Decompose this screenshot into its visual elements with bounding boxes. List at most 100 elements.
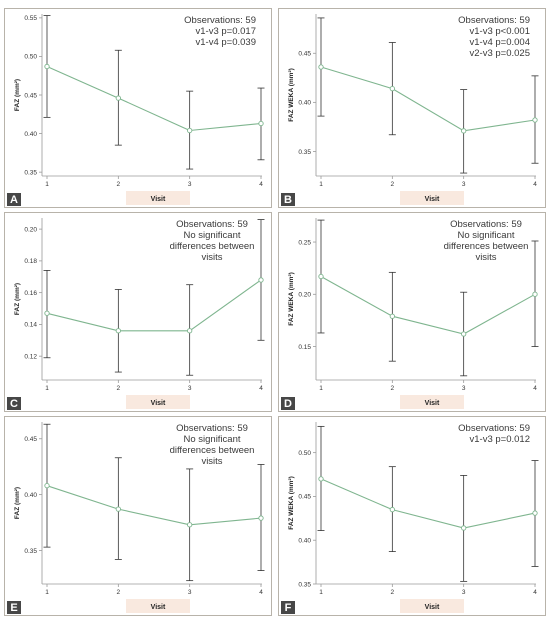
panel-frame [278, 8, 546, 208]
chart-panel-c: 0.12 0.14 0.16 0.18 0.20 1 2 3 4 FAZ (mm²) Visit Ob… [4, 212, 272, 412]
data-point [318, 273, 324, 280]
data-point [389, 313, 395, 319]
annotation-line: visits [201, 456, 222, 467]
panel-frame [278, 212, 546, 412]
data-point [532, 291, 538, 297]
y-tick-label: 0.35 [298, 581, 311, 588]
x-axis-label-band [126, 395, 190, 409]
y-axis-label: FAZ (mm²) [14, 487, 21, 519]
annotation-line: Observations: 59 [458, 15, 530, 26]
panel-letter: B [284, 194, 292, 206]
x-axis-label-band [400, 395, 464, 409]
data-point [187, 328, 193, 334]
chart-svg: 0.35 0.40 0.45 0.50 0.55 1 2 3 4 FAZ (mm²) Visit Ob… [4, 8, 272, 208]
y-tick-label: 0.14 [24, 322, 37, 329]
y-tick-label: 0.50 [24, 54, 37, 61]
data-point [258, 120, 264, 127]
x-tick-label: 2 [391, 181, 395, 188]
annotation-line: v1-v3 p=0.012 [470, 434, 530, 445]
y-tick-label: 0.45 [24, 92, 37, 99]
y-axis-label: FAZ WEKA (mm²) [288, 68, 295, 122]
data-point [318, 64, 324, 70]
x-axis-label: Visit [151, 604, 166, 611]
data-point [318, 476, 324, 482]
y-axis-label: FAZ WEKA (mm²) [288, 272, 295, 326]
y-tick-label: 0.16 [24, 290, 37, 297]
annotation-line: No significant [457, 230, 514, 241]
x-tick-label: 1 [45, 181, 49, 188]
chart-panel-d: 0.15 0.20 0.25 1 2 3 4 FAZ WEKA (mm²) Visit Obser… [278, 212, 546, 412]
panel-frame [4, 416, 272, 616]
y-axis-label: FAZ WEKA (mm²) [288, 476, 295, 530]
data-point [532, 117, 538, 123]
y-tick-label: 0.40 [298, 100, 311, 107]
data-point [258, 515, 264, 521]
data-point [44, 310, 50, 316]
annotation-line: visits [475, 252, 496, 263]
x-tick-label: 3 [462, 181, 466, 188]
x-axis-label-band [400, 191, 464, 205]
y-tick-label: 0.20 [298, 292, 311, 299]
x-tick-label: 2 [117, 181, 121, 188]
x-tick-label: 1 [319, 589, 323, 596]
x-axis-label: Visit [425, 196, 440, 203]
chart-panel-b: 0.35 0.40 0.45 1 2 3 4 FAZ WEKA (mm²) Visit Obser… [278, 8, 546, 208]
annotation-line: differences between [170, 241, 255, 252]
annotation-line: Observations: 59 [184, 15, 256, 26]
x-axis-label: Visit [151, 196, 166, 203]
y-tick-label: 0.45 [298, 51, 311, 58]
data-point [461, 525, 467, 531]
panel-frame [278, 416, 546, 616]
x-tick-label: 4 [259, 589, 263, 596]
annotation-line: No significant [183, 434, 240, 445]
panel-letter-badge [7, 193, 21, 206]
x-tick-label: 4 [533, 385, 537, 392]
x-tick-label: 2 [391, 589, 395, 596]
x-tick-label: 3 [188, 589, 192, 596]
x-tick-label: 2 [117, 385, 121, 392]
y-tick-label: 0.45 [24, 436, 37, 443]
data-point [532, 510, 538, 516]
data-point [44, 483, 50, 489]
series-line [320, 276, 536, 335]
y-tick-label: 0.40 [298, 538, 311, 545]
annotation-line: Observations: 59 [176, 423, 248, 434]
chart-panel-f: 0.35 0.40 0.45 0.50 1 2 3 4 FAZ WEKA (mm²) Visit O… [278, 416, 546, 616]
y-axis-label: FAZ (mm²) [14, 79, 21, 111]
annotation-line: v2-v3 p=0.025 [470, 48, 530, 59]
x-tick-label: 1 [45, 589, 49, 596]
chart-panel-a: 0.35 0.40 0.45 0.50 0.55 1 2 3 4 FAZ (mm²) Visit Ob… [4, 8, 272, 208]
x-axis-label: Visit [425, 604, 440, 611]
y-tick-label: 0.18 [24, 258, 37, 265]
panel-letter-badge [281, 397, 295, 410]
panel-frame [4, 8, 272, 208]
series-line [46, 65, 262, 132]
annotation-line: differences between [170, 445, 255, 456]
y-tick-label: 0.55 [24, 15, 37, 22]
data-point [389, 85, 395, 92]
chart-svg: 0.35 0.40 0.45 1 2 3 4 FAZ (mm²) Visit Observatio… [4, 416, 272, 616]
data-point [187, 127, 193, 134]
y-tick-label: 0.35 [298, 149, 311, 156]
data-point [461, 331, 467, 337]
y-tick-label: 0.40 [24, 492, 37, 499]
annotation-line: No significant [183, 230, 240, 241]
x-tick-label: 4 [533, 181, 537, 188]
annotation-line: v1-v4 p=0.004 [470, 37, 530, 48]
data-point [115, 506, 121, 512]
x-tick-label: 4 [533, 589, 537, 596]
panel-letter: D [284, 398, 292, 410]
panel-letter: E [10, 602, 17, 614]
y-tick-label: 0.15 [298, 344, 311, 351]
x-tick-label: 3 [462, 385, 466, 392]
chart-svg: 0.15 0.20 0.25 1 2 3 4 FAZ WEKA (mm²) Visit Obser… [278, 212, 546, 412]
panel-letter-badge [7, 601, 21, 614]
chart-panel-e: 0.35 0.40 0.45 1 2 3 4 FAZ (mm²) Visit Observatio… [4, 416, 272, 616]
panel-letter-badge [281, 601, 295, 614]
x-tick-label: 3 [462, 589, 466, 596]
data-point [115, 328, 121, 334]
x-axis-label-band [126, 191, 190, 205]
annotation-line: v1-v3 p=0.017 [196, 26, 256, 37]
y-tick-label: 0.25 [298, 239, 311, 246]
